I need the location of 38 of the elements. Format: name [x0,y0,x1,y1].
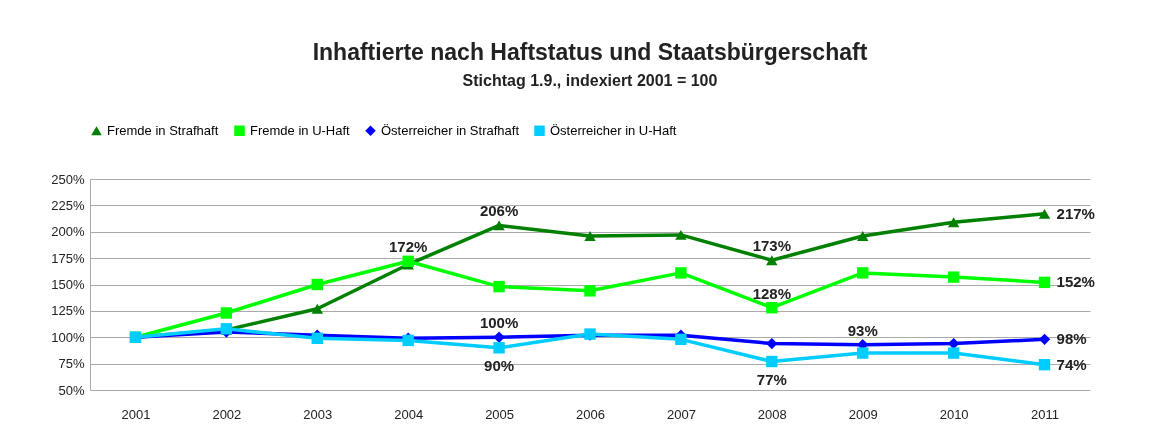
x-tick-label: 2001 [121,406,151,422]
legend-label: Österreicher in U-Haft [550,122,677,138]
y-tick-label: 200% [51,224,85,240]
x-tick-label: 2009 [848,406,878,422]
data-label: 100% [479,314,519,332]
data-label: 90% [484,356,515,374]
x-tick-label: 2004 [394,406,424,422]
y-tick-label: 225% [51,197,85,213]
y-tick-label: 50% [58,382,85,398]
data-label: 93% [847,321,878,339]
legend-label: Fremde in Strafhaft [107,122,219,138]
data-label: 206% [479,202,519,220]
data-label: 74% [1056,355,1087,373]
x-tick-label: 2006 [576,406,605,422]
x-tick-label: 2008 [757,406,787,422]
chart-subtitle: Stichtag 1.9., indexiert 2001 = 100 [462,72,718,89]
data-label: 172% [388,238,428,256]
x-tick-label: 2003 [303,406,333,422]
data-label: 152% [1056,273,1095,291]
y-tick-label: 175% [51,250,85,266]
x-tick-label: 2002 [212,406,242,422]
y-tick-label: 125% [51,303,85,319]
data-label: 173% [752,237,792,255]
y-tick-label: 150% [51,277,85,292]
x-tick-label: 2007 [666,406,696,422]
legend-label: Fremde in U-Haft [250,122,351,138]
x-tick-label: 2011 [1031,406,1060,422]
y-tick-label: 250% [51,171,85,187]
y-tick-label: 100% [51,329,85,345]
x-tick-label: 2010 [939,406,969,422]
data-label: 98% [1056,330,1087,348]
x-tick-label: 2005 [485,406,515,422]
data-label: 128% [752,284,792,302]
legend-label: Österreicher in Strafhaft [381,122,520,138]
data-label: 217% [1056,204,1095,222]
y-tick-label: 75% [58,356,85,372]
chart-title: Inhaftierte nach Haftstatus und Staatsbürgerschaft [312,39,868,65]
data-label: 77% [756,370,787,388]
